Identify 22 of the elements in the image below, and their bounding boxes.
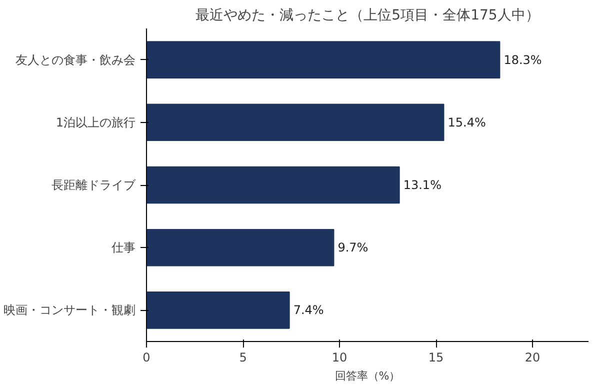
y-tick-label: 仕事 (110, 240, 136, 255)
y-tick-label: 友人との食事・飲み会 (16, 52, 136, 67)
bar (146, 166, 400, 204)
bar (146, 228, 334, 266)
bar (146, 104, 444, 142)
x-tick-label: 5 (239, 350, 247, 364)
data-label: 15.4% (448, 115, 486, 130)
bar (146, 41, 500, 78)
y-tick-label: 1泊以上の旅行 (56, 115, 136, 130)
data-label: 18.3% (504, 52, 542, 67)
x-axis-title: 回答率（%） (334, 370, 400, 382)
x-tick-label: 15 (428, 350, 444, 364)
x-tick-label: 0 (142, 350, 150, 364)
chart-title: 最近やめた・減ったこと（上位5項目・全体175人中） (196, 8, 540, 24)
data-label: 7.4% (293, 303, 324, 318)
x-tick-label: 20 (524, 350, 540, 364)
data-label: 9.7% (338, 240, 368, 255)
data-label: 13.1% (403, 178, 442, 192)
bar (146, 292, 290, 329)
x-tick-label: 10 (332, 350, 348, 364)
y-tick-label: 映画・コンサート・観劇 (4, 303, 136, 318)
y-tick-label: 長距離ドライブ (52, 178, 136, 192)
